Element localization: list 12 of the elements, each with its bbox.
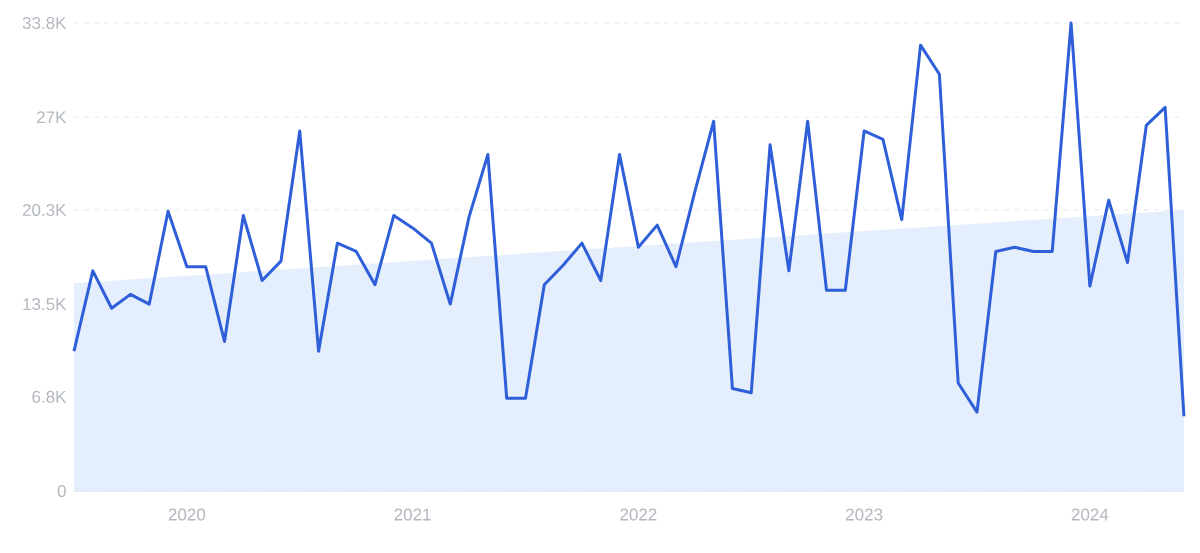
x-tick-label: 2023 [846,508,883,521]
line-series [72,21,1186,418]
x-tick-label: 2020 [168,508,206,521]
y-tick-label: 20.3K [22,203,67,216]
y-tick-label: 13.5K [23,298,67,311]
y-tick-label: 6.8K [32,390,67,403]
y-tick-label: 27K [37,111,67,124]
x-tick-label: 2021 [394,508,431,521]
y-tick-label: 33.8K [22,16,67,30]
x-tick-label: 2022 [620,508,657,521]
x-tick-label: 2024 [1071,508,1109,521]
y-tick-label: 0 [57,484,66,498]
